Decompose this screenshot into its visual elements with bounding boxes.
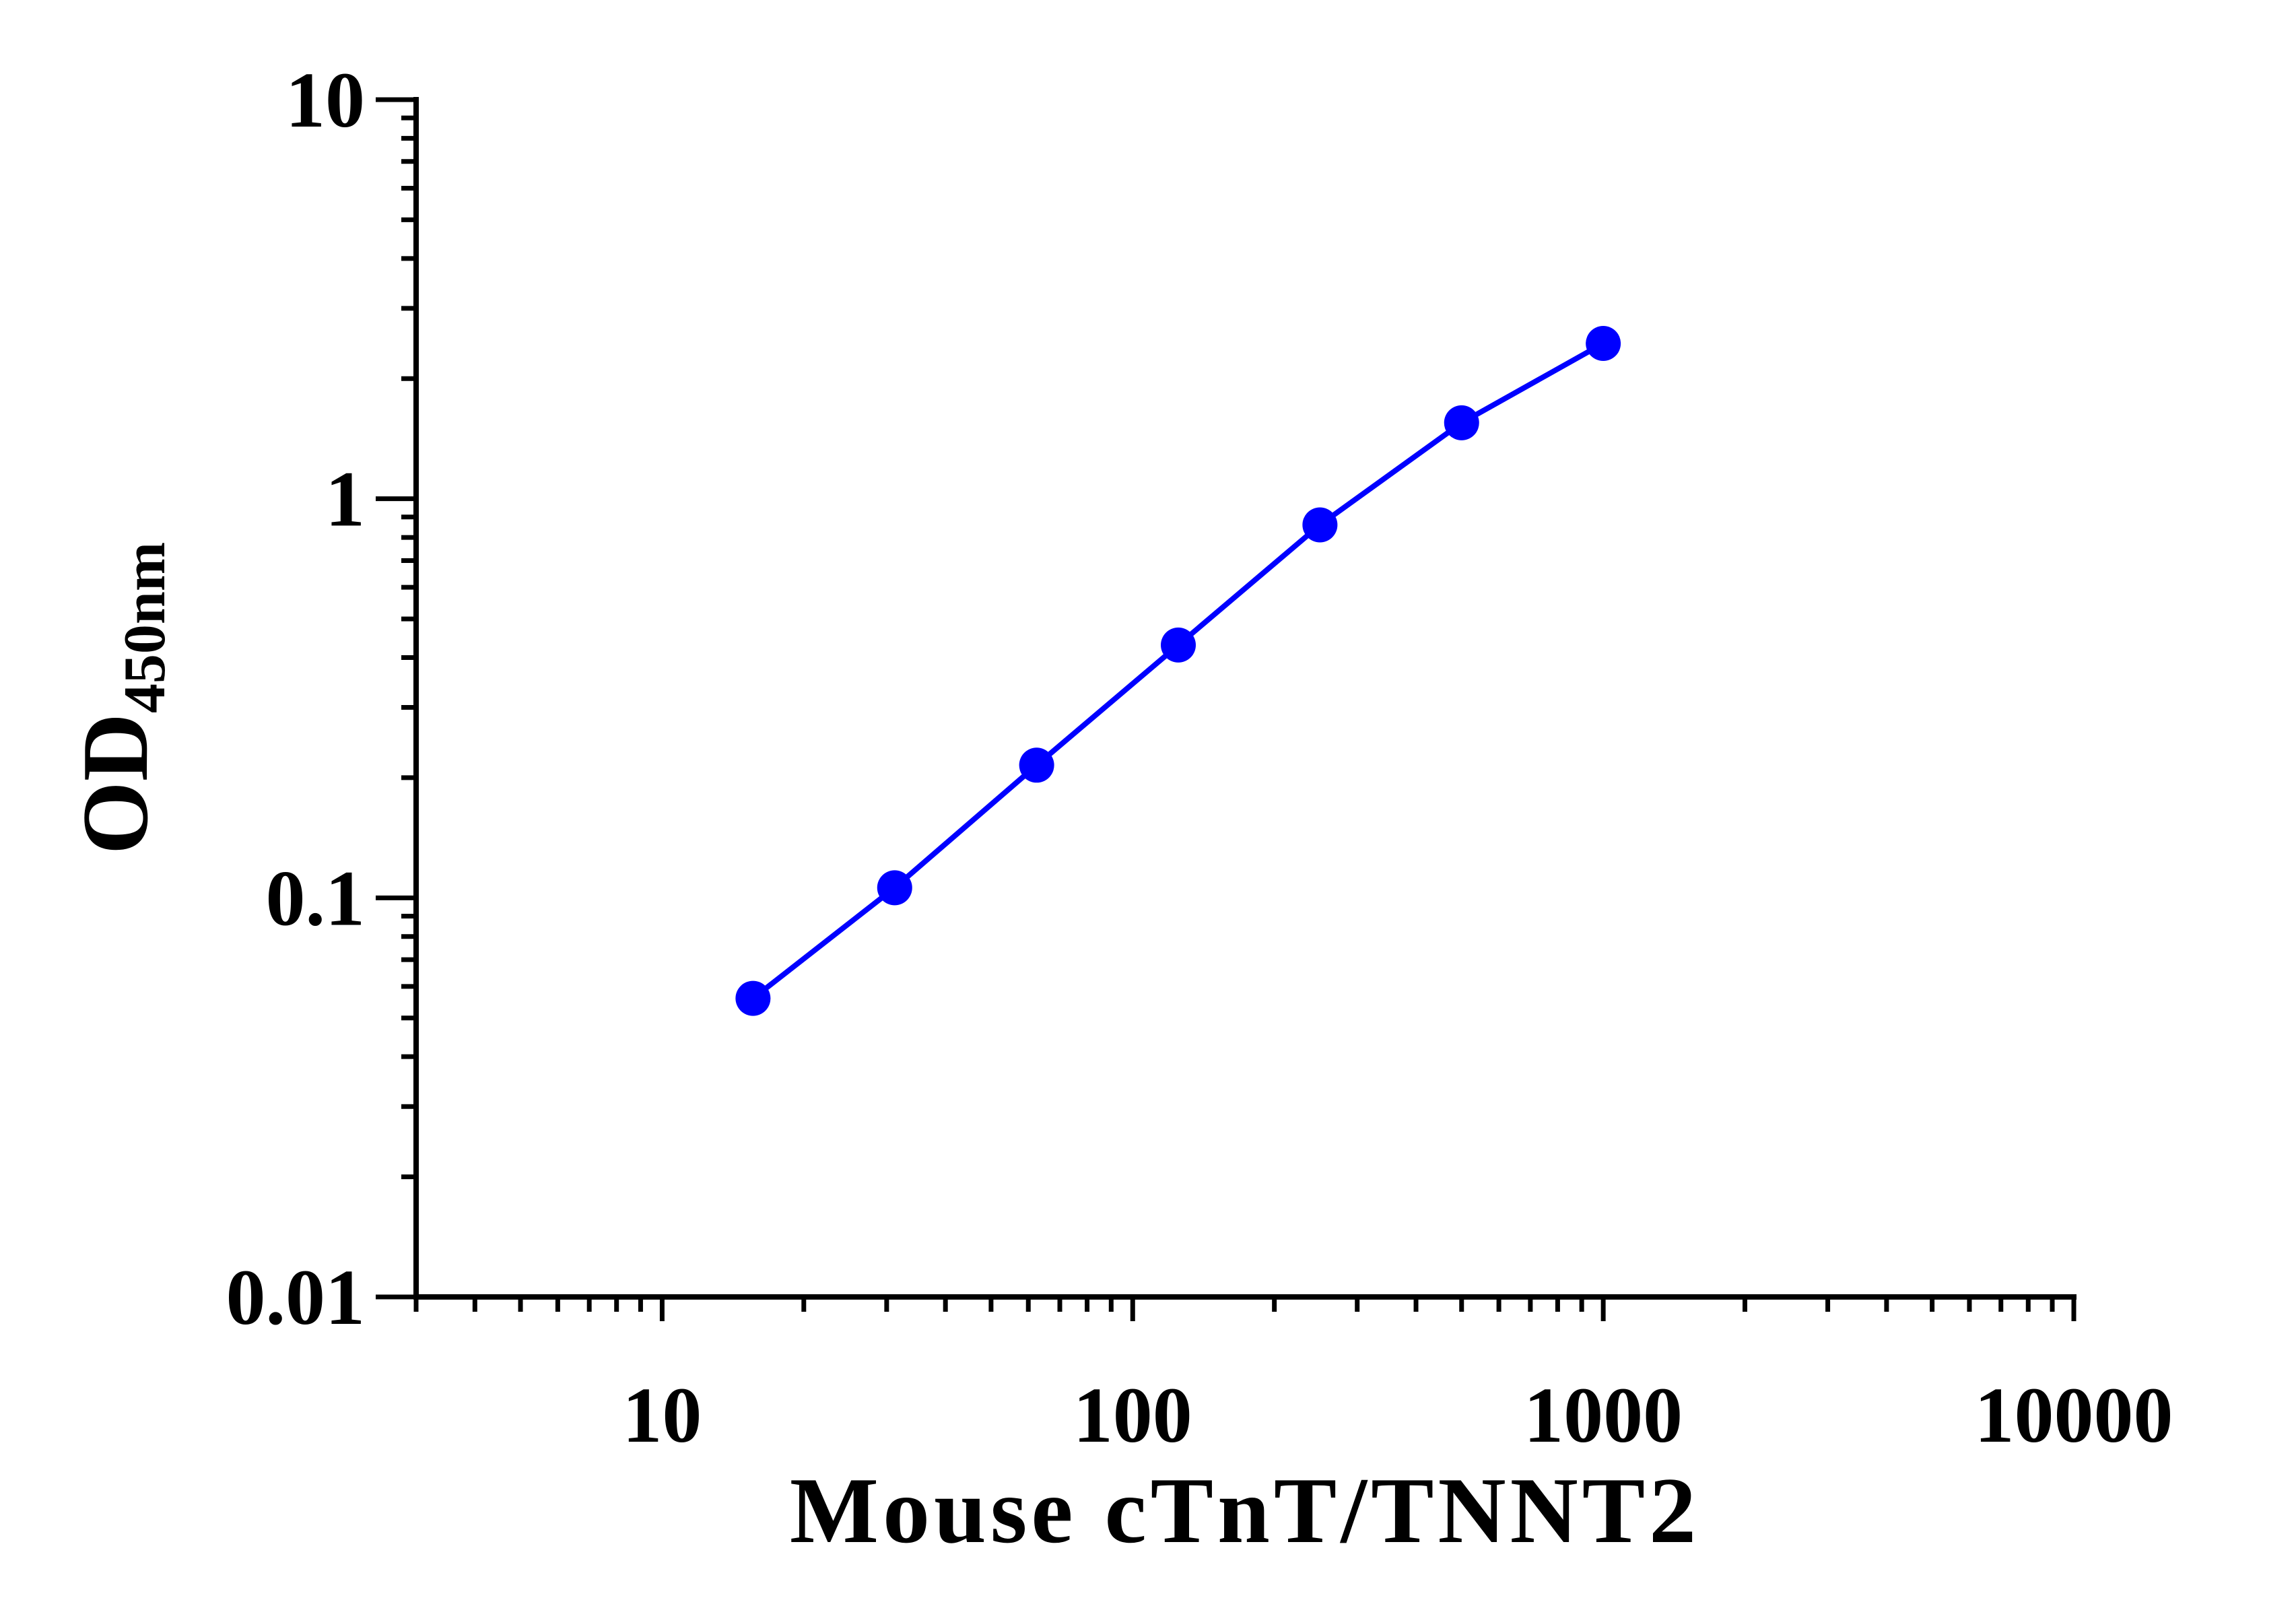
axis-labels: Mouse cTnT/TNNT2 OD450nm <box>63 542 1700 1563</box>
y-axis-title: OD450nm <box>63 542 178 855</box>
y-tick-label: 0.01 <box>226 1253 366 1341</box>
data-series <box>735 326 1621 1016</box>
x-tick-label: 1000 <box>1524 1371 1683 1459</box>
x-tick-label: 100 <box>1073 1371 1192 1459</box>
x-axis-ticks: 10 100 1000 10000 <box>413 1297 2173 1459</box>
x-axis-title: Mouse cTnT/TNNT2 <box>790 1459 1700 1563</box>
series-line <box>751 341 1605 1001</box>
y-axis-ticks: 0.01 0.1 1 10 <box>226 56 416 1341</box>
data-point <box>1019 747 1054 783</box>
svg-text:OD450nm: OD450nm <box>63 542 178 855</box>
data-point <box>735 980 771 1016</box>
data-point <box>1302 507 1338 543</box>
y-axis-title-main: OD <box>63 713 168 855</box>
y-tick-label: 10 <box>285 56 365 144</box>
x-tick-label: 10 <box>622 1371 702 1459</box>
y-axis-title-subscript: 450nm <box>112 542 178 713</box>
data-point <box>1161 627 1196 663</box>
data-point <box>1444 405 1479 440</box>
y-tick-label: 0.1 <box>266 854 366 942</box>
data-point <box>1586 326 1621 362</box>
y-tick-label: 1 <box>325 455 365 543</box>
axes <box>413 97 2076 1300</box>
data-point <box>877 870 912 906</box>
x-tick-label: 10000 <box>1975 1371 2173 1459</box>
